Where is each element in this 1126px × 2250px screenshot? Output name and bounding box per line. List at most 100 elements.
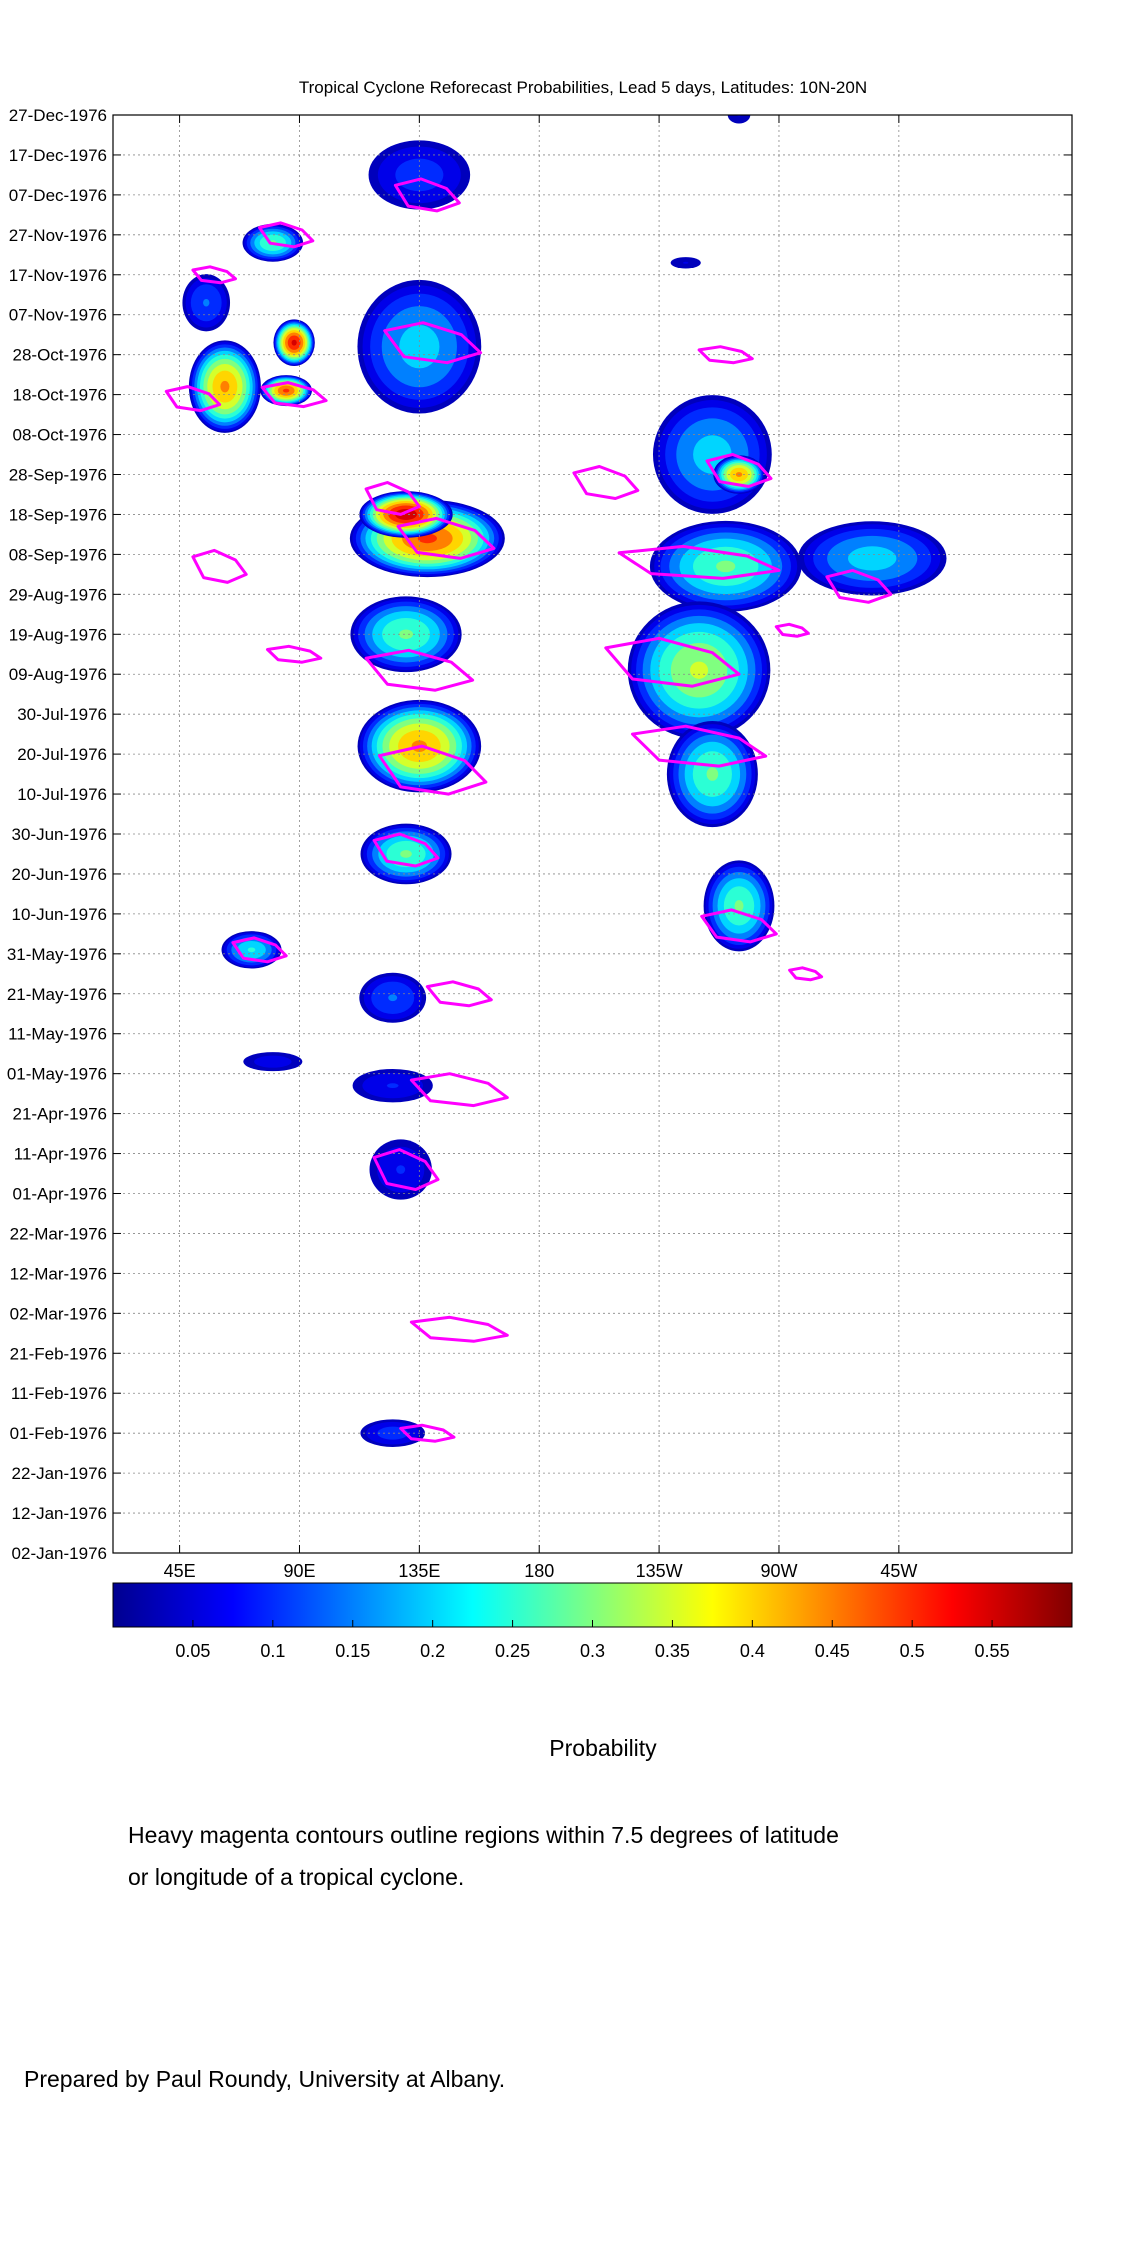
probability-region bbox=[703, 860, 775, 952]
probability-region bbox=[360, 823, 452, 885]
tc-contour bbox=[774, 622, 810, 638]
probability-region bbox=[273, 319, 315, 366]
y-tick-label: 22-Mar-1976 bbox=[10, 1224, 107, 1243]
y-tick-label: 17-Dec-1976 bbox=[9, 146, 107, 165]
y-tick-label: 10-Jul-1976 bbox=[17, 785, 107, 804]
tc-contour bbox=[364, 648, 475, 692]
y-tick-label: 20-Jun-1976 bbox=[12, 865, 107, 884]
probability-level bbox=[388, 994, 398, 1002]
probability-level bbox=[683, 261, 689, 264]
probability-region bbox=[360, 1419, 426, 1447]
y-tick-label: 27-Dec-1976 bbox=[9, 106, 107, 125]
x-tick-label: 135E bbox=[398, 1561, 440, 1581]
y-tick-label: 22-Jan-1976 bbox=[12, 1464, 107, 1483]
y-tick-label: 18-Sep-1976 bbox=[9, 505, 107, 524]
colorbar-tick-label: 0.45 bbox=[815, 1641, 850, 1661]
probability-level bbox=[203, 298, 210, 307]
y-tick-label: 07-Dec-1976 bbox=[9, 186, 107, 205]
probability-region bbox=[652, 395, 772, 514]
y-tick-label: 11-Feb-1976 bbox=[11, 1384, 107, 1403]
colorbar-tick-label: 0.25 bbox=[495, 1641, 530, 1661]
y-tick-label: 02-Jan-1976 bbox=[12, 1544, 107, 1563]
y-tick-label: 12-Mar-1976 bbox=[10, 1264, 107, 1283]
probability-region bbox=[352, 1068, 433, 1103]
colorbar-tick-label: 0.3 bbox=[580, 1641, 605, 1661]
colorbar-tick-label: 0.4 bbox=[740, 1641, 765, 1661]
gridlines bbox=[113, 114, 1072, 1554]
colorbar-tick-label: 0.05 bbox=[175, 1641, 210, 1661]
probability-region bbox=[649, 520, 802, 612]
probability-level bbox=[400, 850, 412, 858]
y-tick-label: 29-Aug-1976 bbox=[9, 585, 107, 604]
probability-region bbox=[359, 491, 453, 538]
tc-contour bbox=[258, 221, 315, 249]
colorbar-tick-label: 0.1 bbox=[260, 1641, 285, 1661]
y-tick-label: 12-Jan-1976 bbox=[12, 1504, 107, 1523]
y-tick-label: 28-Sep-1976 bbox=[9, 466, 107, 485]
y-tick-label: 11-Apr-1976 bbox=[14, 1145, 107, 1164]
contour-note-line2: or longitude of a tropical cyclone. bbox=[128, 1864, 465, 1890]
tc-contour bbox=[266, 644, 323, 664]
probability-level bbox=[291, 339, 297, 346]
colorbar-gradient bbox=[112, 1582, 1073, 1628]
tc-contour bbox=[396, 516, 496, 560]
probability-level bbox=[399, 629, 414, 640]
y-tick-label: 08-Oct-1976 bbox=[13, 426, 108, 445]
tc-contour bbox=[364, 481, 421, 516]
probability-level bbox=[716, 560, 736, 573]
y-tick-label: 02-Mar-1976 bbox=[10, 1304, 107, 1323]
y-tick-label: 20-Jul-1976 bbox=[17, 745, 107, 764]
probability-region bbox=[188, 340, 261, 433]
colorbar-tick-label: 0.2 bbox=[420, 1641, 445, 1661]
colorbar: 0.05 0.1 0.15 0.2 0.25 0.3 0.35 0.4 0.45 0.5 0.55 bbox=[112, 1582, 1073, 1661]
tc-contours bbox=[164, 177, 893, 1443]
colorbar-tick-label: 0.35 bbox=[655, 1641, 690, 1661]
y-tick-label: 31-May-1976 bbox=[7, 945, 107, 964]
probability-heatmap bbox=[182, 115, 947, 1447]
tc-contour bbox=[604, 636, 741, 688]
y-tick-label: 19-Aug-1976 bbox=[9, 625, 107, 644]
y-tick-label: 21-Apr-1976 bbox=[12, 1105, 107, 1124]
y-tick-label: 18-Oct-1976 bbox=[13, 386, 108, 405]
colorbar-label: Probability bbox=[549, 1735, 657, 1761]
x-axis: 45E 90E 135E 180 135W 90W 45W bbox=[164, 115, 917, 1581]
probability-level bbox=[396, 1165, 406, 1174]
chart-title: Tropical Cyclone Reforecast Probabilitie… bbox=[298, 78, 868, 97]
probability-level bbox=[220, 380, 230, 393]
tc-contour bbox=[697, 345, 754, 365]
y-tick-label: 01-Feb-1976 bbox=[10, 1424, 107, 1443]
tc-contour bbox=[372, 832, 440, 868]
x-tick-label: 90E bbox=[283, 1561, 315, 1581]
y-tick-label: 01-May-1976 bbox=[7, 1065, 107, 1084]
y-axis: 02-Jan-1976 12-Jan-1976 22-Jan-1976 01-Feb-… bbox=[7, 106, 1072, 1563]
tc-contour bbox=[377, 744, 488, 796]
probability-level bbox=[848, 546, 897, 571]
tc-contour bbox=[191, 265, 237, 285]
probability-level bbox=[386, 1083, 399, 1089]
tc-contour bbox=[705, 453, 773, 488]
y-tick-label: 11-May-1976 bbox=[8, 1025, 107, 1044]
probability-region bbox=[359, 972, 427, 1023]
probability-region bbox=[243, 1052, 303, 1072]
probability-level bbox=[254, 1055, 292, 1068]
y-tick-label: 21-Feb-1976 bbox=[10, 1344, 107, 1363]
probability-level bbox=[706, 767, 719, 781]
probability-level bbox=[282, 388, 290, 393]
colorbar-tick-label: 0.55 bbox=[975, 1641, 1010, 1661]
y-tick-label: 17-Nov-1976 bbox=[9, 266, 107, 285]
contour-note-line1: Heavy magenta contours outline regions w… bbox=[128, 1822, 839, 1848]
tc-contour bbox=[409, 1072, 509, 1108]
x-tick-label: 45W bbox=[880, 1561, 917, 1581]
probability-level bbox=[690, 661, 709, 679]
tc-contour bbox=[393, 177, 461, 213]
probability-region bbox=[221, 931, 282, 969]
probability-region bbox=[182, 274, 231, 332]
credit-text: Prepared by Paul Roundy, University at A… bbox=[24, 2066, 506, 2092]
tc-contour bbox=[372, 1148, 440, 1191]
colorbar-tick-label: 0.5 bbox=[900, 1641, 925, 1661]
probability-region bbox=[666, 720, 758, 828]
tc-contour bbox=[700, 908, 778, 944]
y-tick-label: 01-Apr-1976 bbox=[12, 1185, 107, 1204]
colorbar-tick-label: 0.15 bbox=[335, 1641, 370, 1661]
x-tick-label: 135W bbox=[636, 1561, 683, 1581]
